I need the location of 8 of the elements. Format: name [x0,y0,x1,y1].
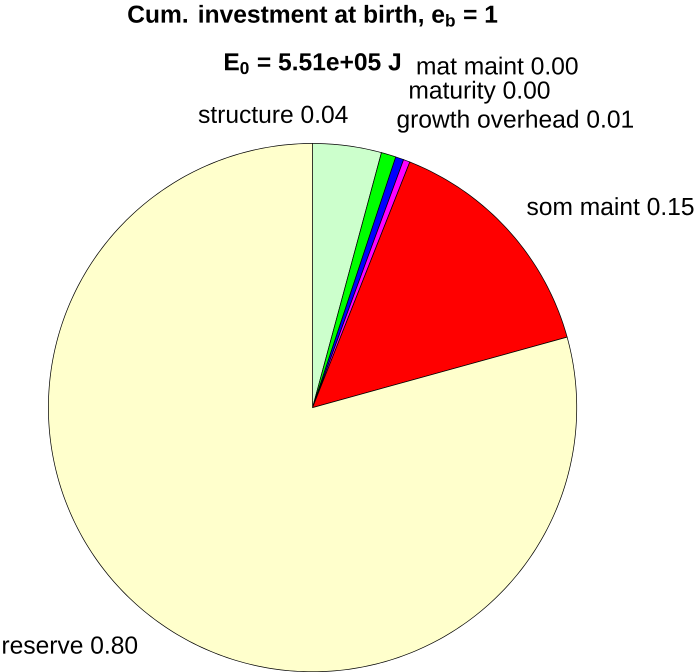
slice-label: structure 0.04 [198,106,348,124]
chart-title: Cum. investment at birth, e$_{b}$ = 1 [128,4,498,27]
chart-subtitle: E$_{0}$ = 5.51e+05 J [225,53,400,74]
slice-label: growth overhead 0.01 [398,110,633,133]
slice-label: som maint 0.15 [527,197,694,216]
slice-label: reserve 0.80 [3,636,138,654]
slice-label: mat maint 0.00 [418,56,578,75]
slice-label: maturity 0.00 [410,80,550,104]
